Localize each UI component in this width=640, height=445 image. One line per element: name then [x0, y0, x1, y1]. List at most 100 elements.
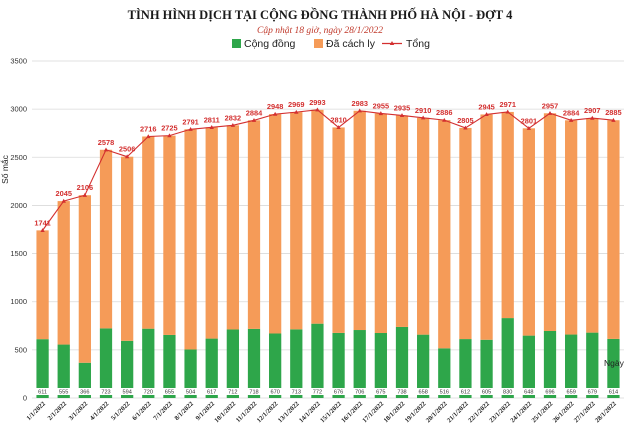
total-point	[378, 111, 384, 116]
bar-da-cach-ly	[163, 135, 176, 335]
bar-label-cong-dong: 718	[249, 390, 258, 396]
bar-label-cong-dong: 655	[165, 390, 174, 396]
bar-label-bg	[225, 388, 240, 395]
total-value-label: 2106	[77, 183, 93, 192]
legend-swatch-marker	[389, 41, 395, 45]
x-axis: 1/1/2022 2/1/2022 3/1/2022 4/1/2022 5/1/2022…	[25, 400, 618, 424]
total-point	[251, 118, 257, 122]
bar-da-cach-ly	[121, 156, 134, 341]
total-value-label: 2971	[499, 100, 515, 109]
bar-da-cach-ly	[205, 127, 218, 339]
x-tick-label: 12/1/2022	[256, 400, 280, 424]
total-point	[547, 110, 553, 115]
bar-cong-dong	[290, 329, 303, 398]
bar-label-bg	[268, 388, 283, 395]
total-point	[420, 115, 426, 120]
y-tick-label: 3500	[10, 57, 27, 66]
bar-label-cong-dong: 670	[270, 390, 279, 396]
x-tick-label: 22/1/2022	[467, 400, 491, 424]
bar-cong-dong	[269, 333, 282, 398]
bar-label-cong-dong: 720	[144, 390, 153, 396]
bar-label-cong-dong: 659	[566, 390, 575, 396]
bar-da-cach-ly	[99, 149, 113, 329]
bar-label-cong-dong: 712	[228, 390, 237, 396]
x-tick-label: 8/1/2022	[173, 400, 195, 422]
total-point	[336, 125, 341, 130]
bar-label-cong-dong: 675	[376, 390, 385, 396]
bar-cong-dong	[142, 328, 155, 398]
bar-cong-dong	[205, 338, 218, 398]
x-tick-label: 23/1/2022	[488, 400, 512, 424]
y-tick-label: 3000	[10, 105, 27, 114]
bar-label-bg	[585, 388, 600, 395]
bar-cong-dong	[99, 328, 113, 398]
total-value-label: 2578	[98, 138, 114, 147]
bar-cong-dong	[395, 326, 409, 398]
total-value-label: 2884	[246, 108, 263, 117]
total-value-label: 2957	[542, 101, 558, 110]
bar-da-cach-ly	[332, 127, 345, 333]
bar-cong-dong	[353, 330, 366, 398]
bar-da-cach-ly	[290, 112, 303, 330]
x-tick-label: 27/1/2022	[573, 400, 597, 424]
total-value-label: 2791	[182, 117, 198, 126]
x-tick-label: 17/1/2022	[361, 400, 385, 424]
total-value-label: 2805	[457, 116, 473, 125]
bar-label-bg	[606, 388, 621, 395]
bar-label-cong-dong: 612	[461, 390, 470, 396]
chart-subtitle: Cập nhật 18 giờ, ngày 28/1/2022	[257, 26, 383, 36]
x-tick-label: 6/1/2022	[131, 400, 153, 422]
x-tick-label: 15/1/2022	[319, 400, 343, 424]
bar-label-bg	[500, 388, 515, 395]
y-axis-label: Số mắc	[0, 154, 10, 184]
bar-label-bg	[141, 388, 156, 395]
total-line: 1741 2045 2106 2578 2506 2716 2725 2791 2811 2832…	[34, 98, 622, 232]
bar-da-cach-ly	[57, 201, 70, 345]
bar-label-bg	[310, 388, 325, 395]
total-value-label: 2945	[478, 102, 494, 111]
bar-label-bg	[162, 388, 177, 395]
bar-da-cach-ly	[565, 120, 578, 335]
bar-label-bg	[331, 388, 346, 395]
x-axis-label: Ngày	[604, 358, 625, 368]
y-tick-label: 1500	[10, 249, 27, 258]
bar-label-bg	[564, 388, 579, 395]
bar-cong-dong	[247, 328, 261, 398]
y-axis: 0 500 1000 1500 2000 2500 3000 3500	[10, 57, 27, 403]
x-tick-label: 3/1/2022	[68, 400, 90, 422]
bar-label-cong-dong: 658	[418, 390, 427, 396]
bar-da-cach-ly	[184, 129, 197, 350]
x-tick-label: 19/1/2022	[404, 400, 428, 424]
bar-cong-dong	[501, 318, 514, 398]
bar-label-bg	[120, 388, 135, 395]
total-point	[463, 125, 468, 130]
x-tick-label: 10/1/2022	[213, 400, 237, 424]
bar-label-cong-dong: 516	[440, 390, 449, 396]
x-tick-label: 5/1/2022	[110, 400, 132, 422]
chart-title: TÌNH HÌNH DỊCH TẠI CỘNG ĐỒNG THÀNH PHỐ H…	[128, 7, 514, 22]
legend: Cộng đồng Đã cách ly Tổng	[232, 38, 430, 50]
bar-da-cach-ly	[438, 120, 451, 349]
legend-swatch	[314, 39, 323, 48]
legend-swatch	[232, 39, 241, 48]
total-value-label: 2716	[140, 124, 156, 133]
bar-label-bg	[289, 388, 304, 395]
bar-da-cach-ly	[142, 136, 155, 329]
total-point	[442, 117, 447, 122]
bar-cong-dong	[522, 335, 535, 398]
total-value-label: 2884	[563, 108, 580, 117]
bar-label-bg	[521, 388, 536, 395]
bar-label-cong-dong: 611	[38, 390, 47, 396]
bar-label-cong-dong: 555	[59, 390, 68, 396]
total-point	[611, 117, 616, 122]
bar-da-cach-ly	[36, 230, 49, 340]
x-tick-label: 11/1/2022	[235, 400, 259, 424]
bar-cong-dong	[607, 338, 620, 398]
total-point	[357, 108, 362, 113]
total-point	[315, 107, 320, 112]
bar-da-cach-ly	[459, 127, 472, 340]
bar-cong-dong	[417, 334, 430, 398]
bar-cong-dong	[226, 329, 239, 398]
total-point	[146, 134, 151, 139]
